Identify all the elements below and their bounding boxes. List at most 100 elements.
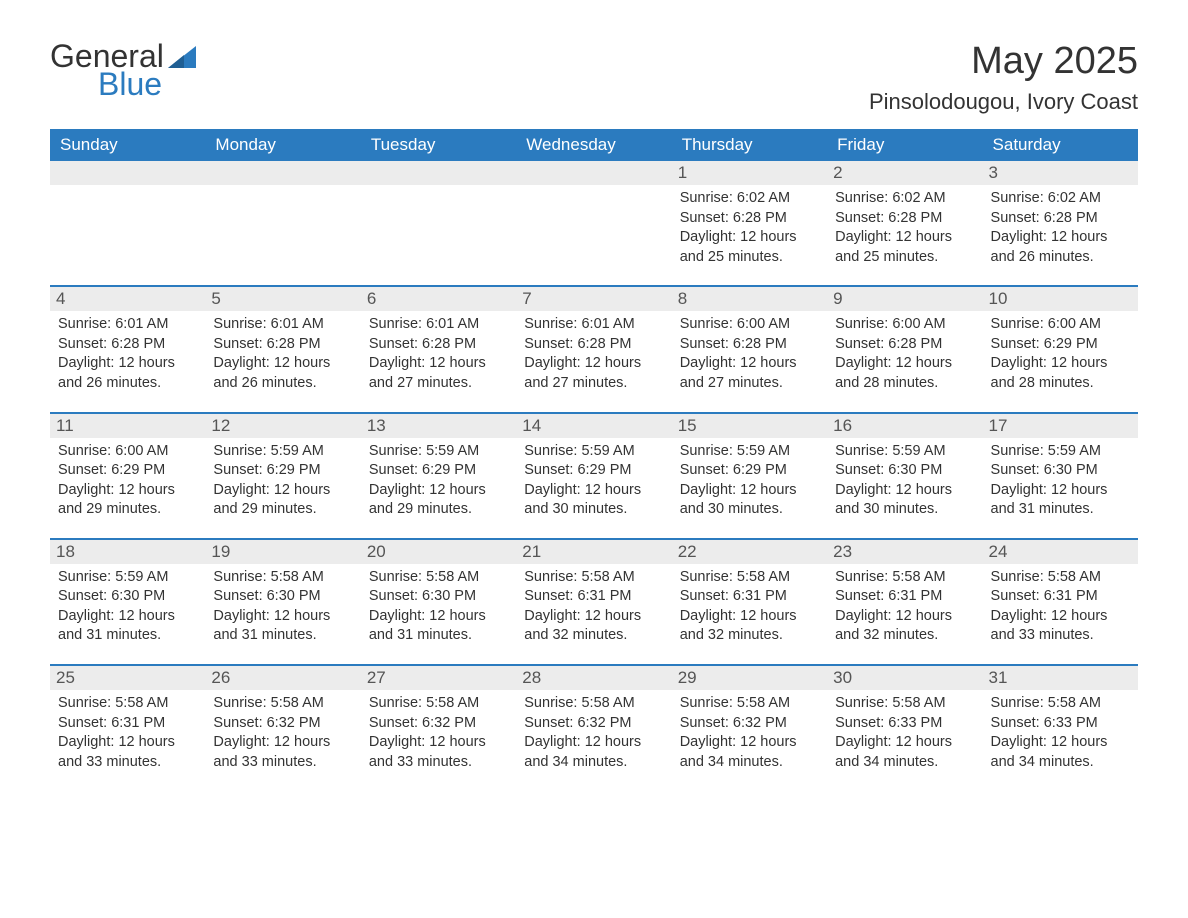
weekday-header: Monday [205,129,360,161]
calendar-cell: 19 Sunrise: 5:58 AMSunset: 6:30 PMDayligh… [205,539,360,665]
calendar-cell: 20 Sunrise: 5:58 AMSunset: 6:30 PMDayligh… [361,539,516,665]
calendar-cell: 18 Sunrise: 5:59 AMSunset: 6:30 PMDayligh… [50,539,205,665]
calendar-cell: 30 Sunrise: 5:58 AMSunset: 6:33 PMDayligh… [827,665,982,790]
weekday-header: Wednesday [516,129,671,161]
calendar-cell: 1 Sunrise: 6:02 AMSunset: 6:28 PMDaylight… [672,161,827,286]
day-detail: Sunrise: 5:59 AMSunset: 6:30 PMDaylight:… [989,442,1132,520]
day-number-bar: 31 [983,666,1138,690]
day-number-bar: 1 [672,161,827,185]
day-detail: Sunrise: 5:58 AMSunset: 6:32 PMDaylight:… [678,694,821,772]
day-number-bar: 30 [827,666,982,690]
calendar-cell: 7Sunrise: 6:01 AMSunset: 6:28 PMDaylight… [516,286,671,412]
logo-word-blue: Blue [98,68,164,100]
day-number-bar: 14 [516,414,671,438]
weekday-header: Saturday [983,129,1138,161]
day-number-bar: 13 [361,414,516,438]
day-number-bar: 21 [516,540,671,564]
day-number-bar [50,161,205,185]
day-detail: Sunrise: 5:59 AMSunset: 6:29 PMDaylight:… [211,442,354,520]
day-detail: Sunrise: 5:58 AMSunset: 6:31 PMDaylight:… [56,694,199,772]
weekday-header-row: SundayMondayTuesdayWednesdayThursdayFrid… [50,129,1138,161]
day-detail: Sunrise: 5:59 AMSunset: 6:30 PMDaylight:… [56,568,199,646]
day-detail: Sunrise: 6:02 AMSunset: 6:28 PMDaylight:… [989,189,1132,267]
day-detail: Sunrise: 5:58 AMSunset: 6:31 PMDaylight:… [522,568,665,646]
day-number-bar: 28 [516,666,671,690]
day-number-bar: 19 [205,540,360,564]
calendar-cell: 13 Sunrise: 5:59 AMSunset: 6:29 PMDayligh… [361,413,516,539]
day-number-bar: 11 [50,414,205,438]
day-detail: Sunrise: 5:58 AMSunset: 6:30 PMDaylight:… [211,568,354,646]
day-number-bar: 22 [672,540,827,564]
calendar-cell: 9 Sunrise: 6:00 AMSunset: 6:28 PMDaylight… [827,286,982,412]
day-detail: Sunrise: 6:02 AMSunset: 6:28 PMDaylight:… [833,189,976,267]
day-number-bar: 3 [983,161,1138,185]
calendar-cell: 21 Sunrise: 5:58 AMSunset: 6:31 PMDayligh… [516,539,671,665]
day-detail: Sunrise: 6:00 AMSunset: 6:29 PMDaylight:… [56,442,199,520]
day-number-bar: 29 [672,666,827,690]
day-number-bar: 27 [361,666,516,690]
day-number-bar: 23 [827,540,982,564]
calendar-cell: 6 Sunrise: 6:01 AMSunset: 6:28 PMDaylight… [361,286,516,412]
day-number-bar: 2 [827,161,982,185]
calendar-cell: 24 Sunrise: 5:58 AMSunset: 6:31 PMDayligh… [983,539,1138,665]
calendar-cell: 25Sunrise: 5:58 AMSunset: 6:31 PMDayligh… [50,665,205,790]
calendar-cell [205,161,360,286]
calendar-cell: 23 Sunrise: 5:58 AMSunset: 6:31 PMDayligh… [827,539,982,665]
day-detail: Sunrise: 5:58 AMSunset: 6:33 PMDaylight:… [833,694,976,772]
logo-text: General Blue [50,40,164,100]
calendar-row: 11 Sunrise: 6:00 AMSunset: 6:29 PMDayligh… [50,413,1138,539]
weekday-header: Tuesday [361,129,516,161]
day-number-bar: 8 [672,287,827,311]
calendar-cell: 27 Sunrise: 5:58 AMSunset: 6:32 PMDayligh… [361,665,516,790]
day-number-bar [205,161,360,185]
day-number-bar: 4 [50,287,205,311]
day-number-bar: 18 [50,540,205,564]
day-detail: Sunrise: 6:00 AMSunset: 6:28 PMDaylight:… [678,315,821,393]
day-number-bar [361,161,516,185]
calendar-cell: 15 Sunrise: 5:59 AMSunset: 6:29 PMDayligh… [672,413,827,539]
day-detail: Sunrise: 6:01 AMSunset: 6:28 PMDaylight:… [367,315,510,393]
day-detail: Sunrise: 6:02 AMSunset: 6:28 PMDaylight:… [678,189,821,267]
calendar-row: 18 Sunrise: 5:59 AMSunset: 6:30 PMDayligh… [50,539,1138,665]
day-number-bar [516,161,671,185]
logo: General Blue [50,40,196,100]
day-number-bar: 24 [983,540,1138,564]
weekday-header: Friday [827,129,982,161]
day-detail: Sunrise: 5:59 AMSunset: 6:29 PMDaylight:… [678,442,821,520]
day-detail: Sunrise: 5:58 AMSunset: 6:32 PMDaylight:… [211,694,354,772]
calendar-cell [516,161,671,286]
month-title: May 2025 [869,40,1138,83]
day-number-bar: 17 [983,414,1138,438]
day-detail: Sunrise: 5:58 AMSunset: 6:32 PMDaylight:… [522,694,665,772]
calendar-cell: 12 Sunrise: 5:59 AMSunset: 6:29 PMDayligh… [205,413,360,539]
calendar-cell: 5Sunrise: 6:01 AMSunset: 6:28 PMDaylight… [205,286,360,412]
calendar-cell: 29 Sunrise: 5:58 AMSunset: 6:32 PMDayligh… [672,665,827,790]
calendar-cell: 26Sunrise: 5:58 AMSunset: 6:32 PMDayligh… [205,665,360,790]
day-detail: Sunrise: 5:58 AMSunset: 6:30 PMDaylight:… [367,568,510,646]
day-detail: Sunrise: 5:59 AMSunset: 6:30 PMDaylight:… [833,442,976,520]
calendar-cell: 28 Sunrise: 5:58 AMSunset: 6:32 PMDayligh… [516,665,671,790]
day-detail: Sunrise: 5:58 AMSunset: 6:33 PMDaylight:… [989,694,1132,772]
day-number-bar: 6 [361,287,516,311]
calendar-cell: 14Sunrise: 5:59 AMSunset: 6:29 PMDayligh… [516,413,671,539]
day-number-bar: 15 [672,414,827,438]
calendar-cell: 31 Sunrise: 5:58 AMSunset: 6:33 PMDayligh… [983,665,1138,790]
day-detail: Sunrise: 5:58 AMSunset: 6:31 PMDaylight:… [833,568,976,646]
day-number-bar: 16 [827,414,982,438]
calendar-body: 1Sunrise: 6:02 AMSunset: 6:28 PMDaylight… [50,161,1138,790]
day-number-bar: 9 [827,287,982,311]
calendar-cell: 2 Sunrise: 6:02 AMSunset: 6:28 PMDaylight… [827,161,982,286]
day-detail: Sunrise: 5:59 AMSunset: 6:29 PMDaylight:… [367,442,510,520]
day-number-bar: 7 [516,287,671,311]
day-detail: Sunrise: 5:58 AMSunset: 6:32 PMDaylight:… [367,694,510,772]
day-number-bar: 12 [205,414,360,438]
day-number-bar: 20 [361,540,516,564]
calendar-cell: 11 Sunrise: 6:00 AMSunset: 6:29 PMDayligh… [50,413,205,539]
calendar-cell: 3 Sunrise: 6:02 AMSunset: 6:28 PMDaylight… [983,161,1138,286]
day-detail: Sunrise: 6:00 AMSunset: 6:28 PMDaylight:… [833,315,976,393]
day-detail: Sunrise: 5:58 AMSunset: 6:31 PMDaylight:… [989,568,1132,646]
logo-triangle-icon [168,46,196,68]
calendar-cell: 8 Sunrise: 6:00 AMSunset: 6:28 PMDaylight… [672,286,827,412]
weekday-header: Sunday [50,129,205,161]
location-label: Pinsolodougou, Ivory Coast [869,89,1138,115]
